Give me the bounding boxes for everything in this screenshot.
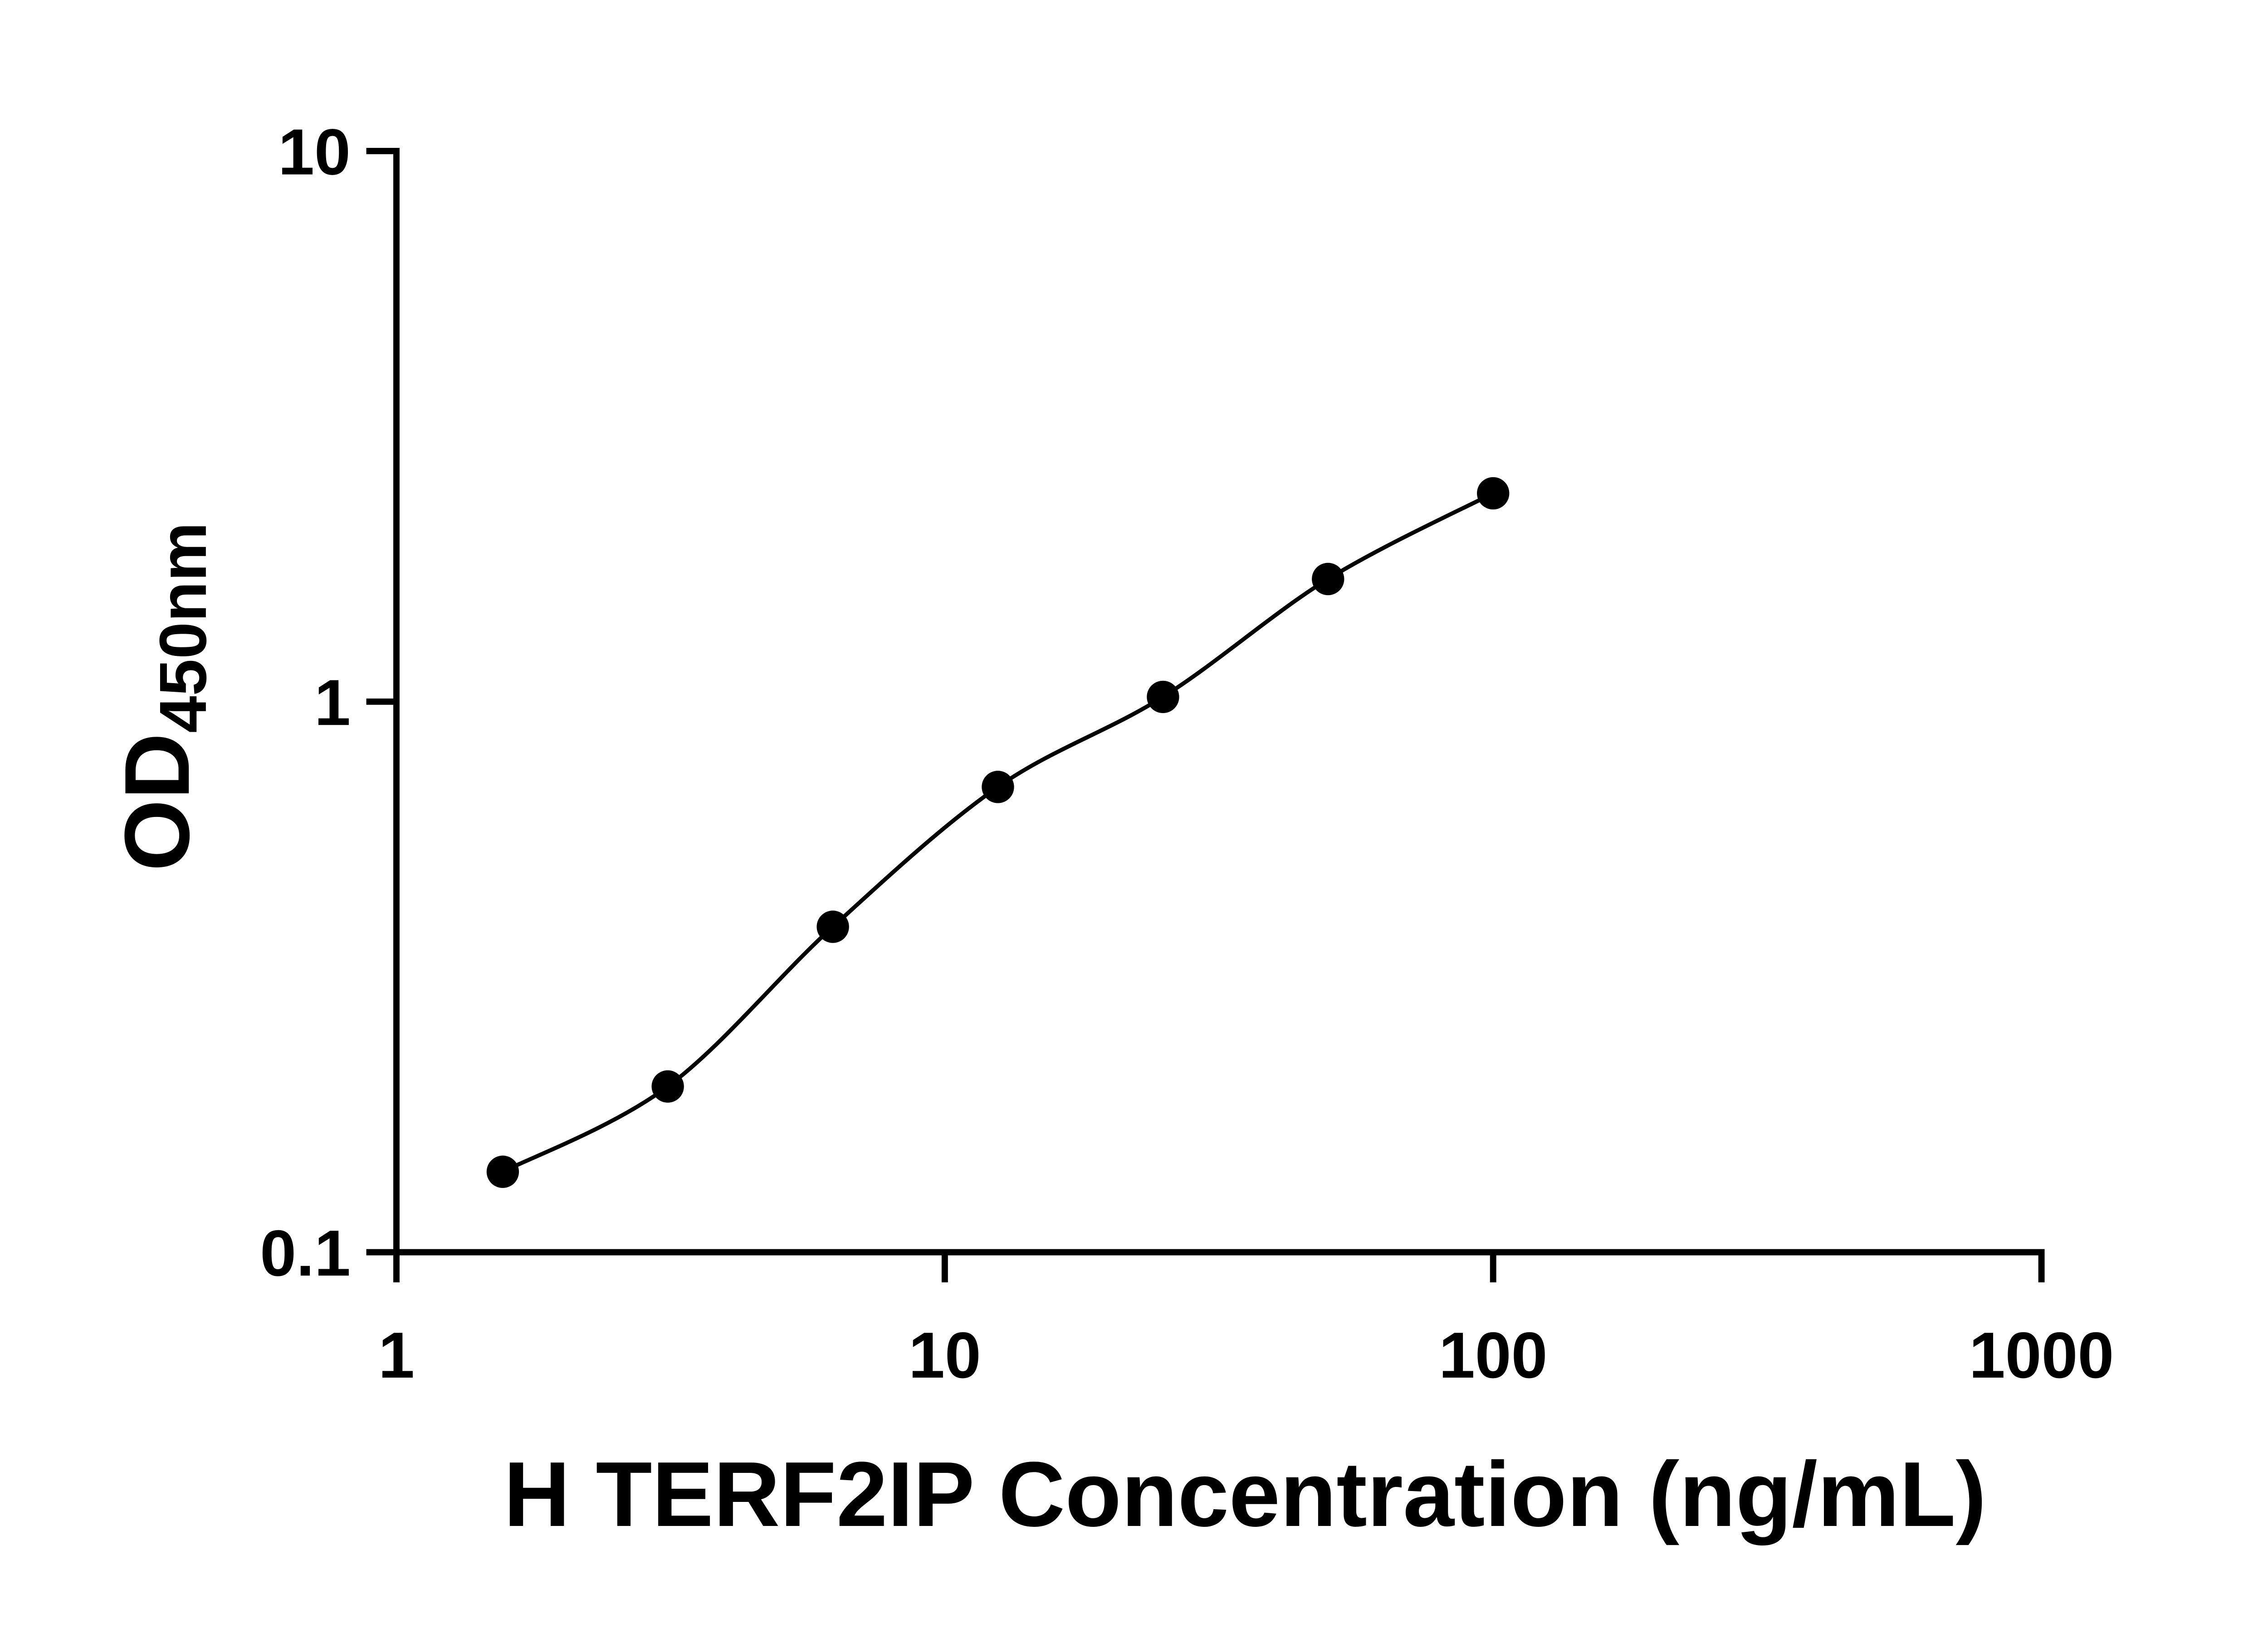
data-point [816, 910, 849, 943]
data-point [486, 1155, 519, 1188]
x-axis-tick-label: 100 [1439, 1319, 1548, 1392]
x-axis-tick-label: 1000 [1969, 1319, 2114, 1392]
data-point [1147, 680, 1179, 714]
data-point [651, 1070, 684, 1103]
y-axis-tick-label: 10 [278, 116, 351, 188]
x-axis-tick-label: 1 [378, 1319, 415, 1392]
plot-area: 1 10 100 1000 0.1 1 10 [260, 116, 2114, 1392]
y-axis-title: OD450nm [106, 522, 220, 871]
standard-curve-line [502, 491, 1494, 1174]
data-point [1477, 477, 1510, 510]
x-axis-title: H TERF2IP Concentration (ng/mL) [503, 1443, 1986, 1546]
y-axis-tick-label: 1 [314, 666, 351, 739]
y-axis-title-subscript: 450nm [146, 522, 220, 733]
x-axis-tick-label: 10 [909, 1319, 981, 1392]
y-axis-title-text: OD [106, 733, 209, 871]
data-point [982, 771, 1014, 803]
data-point [1312, 562, 1344, 596]
y-axis-tick-label: 0.1 [260, 1217, 351, 1290]
